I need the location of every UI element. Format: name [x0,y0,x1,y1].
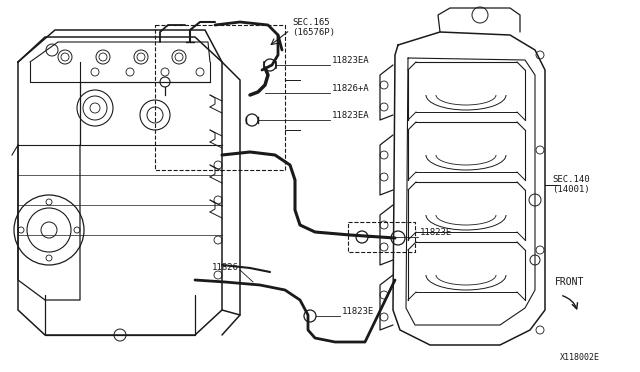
Text: 11826+A: 11826+A [332,83,370,93]
Text: 11823E: 11823E [420,228,452,237]
Text: SEC.165
(16576P): SEC.165 (16576P) [292,18,335,38]
Text: 11823EA: 11823EA [332,110,370,119]
Text: 11823EA: 11823EA [332,55,370,64]
Text: SEC.140
(14001): SEC.140 (14001) [552,175,589,195]
Text: X118002E: X118002E [560,353,600,362]
Text: 11826: 11826 [212,263,239,273]
Text: 11823E: 11823E [342,307,374,315]
Text: FRONT: FRONT [555,277,584,287]
